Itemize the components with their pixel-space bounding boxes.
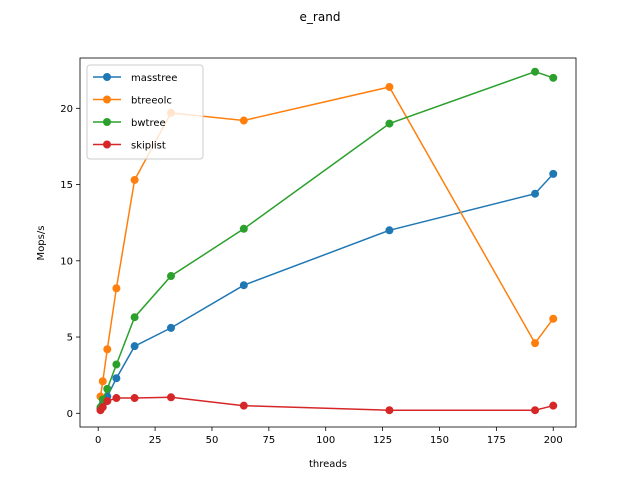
data-point-masstree [112, 374, 121, 383]
legend-swatch-marker [103, 95, 111, 104]
data-point-btreeolc [103, 345, 112, 354]
data-point-bwtree [549, 73, 558, 82]
data-point-skiplist [239, 401, 248, 410]
y-tick-label: 5 [67, 333, 73, 344]
data-point-bwtree [385, 119, 394, 128]
data-point-skiplist [98, 403, 107, 412]
x-tick-label: 175 [487, 435, 506, 446]
x-tick-label: 50 [206, 435, 219, 446]
legend-box [86, 64, 204, 160]
x-tick-label: 75 [262, 435, 275, 446]
data-point-btreeolc [531, 339, 540, 348]
data-point-btreeolc [239, 116, 248, 125]
data-point-skiplist [103, 397, 112, 406]
data-point-bwtree [531, 67, 540, 76]
data-point-masstree [549, 169, 558, 178]
data-point-masstree [167, 323, 176, 332]
x-axis-label: threads [309, 459, 347, 470]
plot-area: 0 25 50 75 100 125 150 175 200 0 5 10 15 20 masstree bt… [60, 57, 577, 446]
data-point-skiplist [385, 406, 394, 415]
x-tick-label: 100 [316, 435, 335, 446]
legend-swatch-marker [103, 73, 111, 81]
y-axis-label: Mops/s [36, 226, 47, 261]
x-tick-label: 125 [373, 435, 392, 446]
data-point-masstree [531, 189, 540, 198]
data-point-bwtree [112, 360, 121, 369]
data-point-bwtree [130, 313, 139, 322]
legend-swatch-marker [103, 140, 111, 149]
chart-title: e_rand [300, 10, 341, 24]
x-tick-label: 25 [149, 435, 162, 446]
legend-swatch-marker [103, 118, 111, 126]
data-point-masstree [130, 342, 139, 351]
y-tick-label: 15 [60, 180, 73, 191]
data-point-skiplist [130, 394, 139, 403]
legend-label: skiplist [131, 141, 166, 152]
x-tick-label: 0 [95, 435, 101, 446]
series-line-bwtree [99, 70, 554, 408]
data-point-skiplist [112, 394, 121, 403]
data-point-btreeolc [112, 284, 121, 293]
series-line-masstree [99, 173, 554, 410]
data-point-skiplist [531, 406, 540, 415]
legend-label: btreeolc [131, 96, 172, 107]
legend-label: masstree [131, 73, 177, 84]
data-point-skiplist [167, 393, 176, 402]
data-point-btreeolc [98, 377, 107, 386]
y-tick-label: 10 [60, 256, 73, 267]
data-point-bwtree [103, 384, 112, 393]
data-point-btreeolc [549, 314, 558, 323]
data-point-skiplist [549, 401, 558, 410]
data-point-masstree [239, 281, 248, 290]
data-point-bwtree [167, 272, 176, 281]
x-tick-label: 150 [430, 435, 449, 446]
x-tick-label: 200 [544, 435, 563, 446]
data-point-btreeolc [385, 82, 394, 91]
data-point-masstree [385, 226, 394, 235]
legend-label: bwtree [131, 118, 166, 129]
y-tick-label: 0 [67, 409, 73, 420]
data-point-btreeolc [130, 175, 139, 184]
data-point-bwtree [239, 224, 248, 233]
axes-frame [79, 57, 577, 428]
y-tick-label: 20 [60, 104, 73, 115]
